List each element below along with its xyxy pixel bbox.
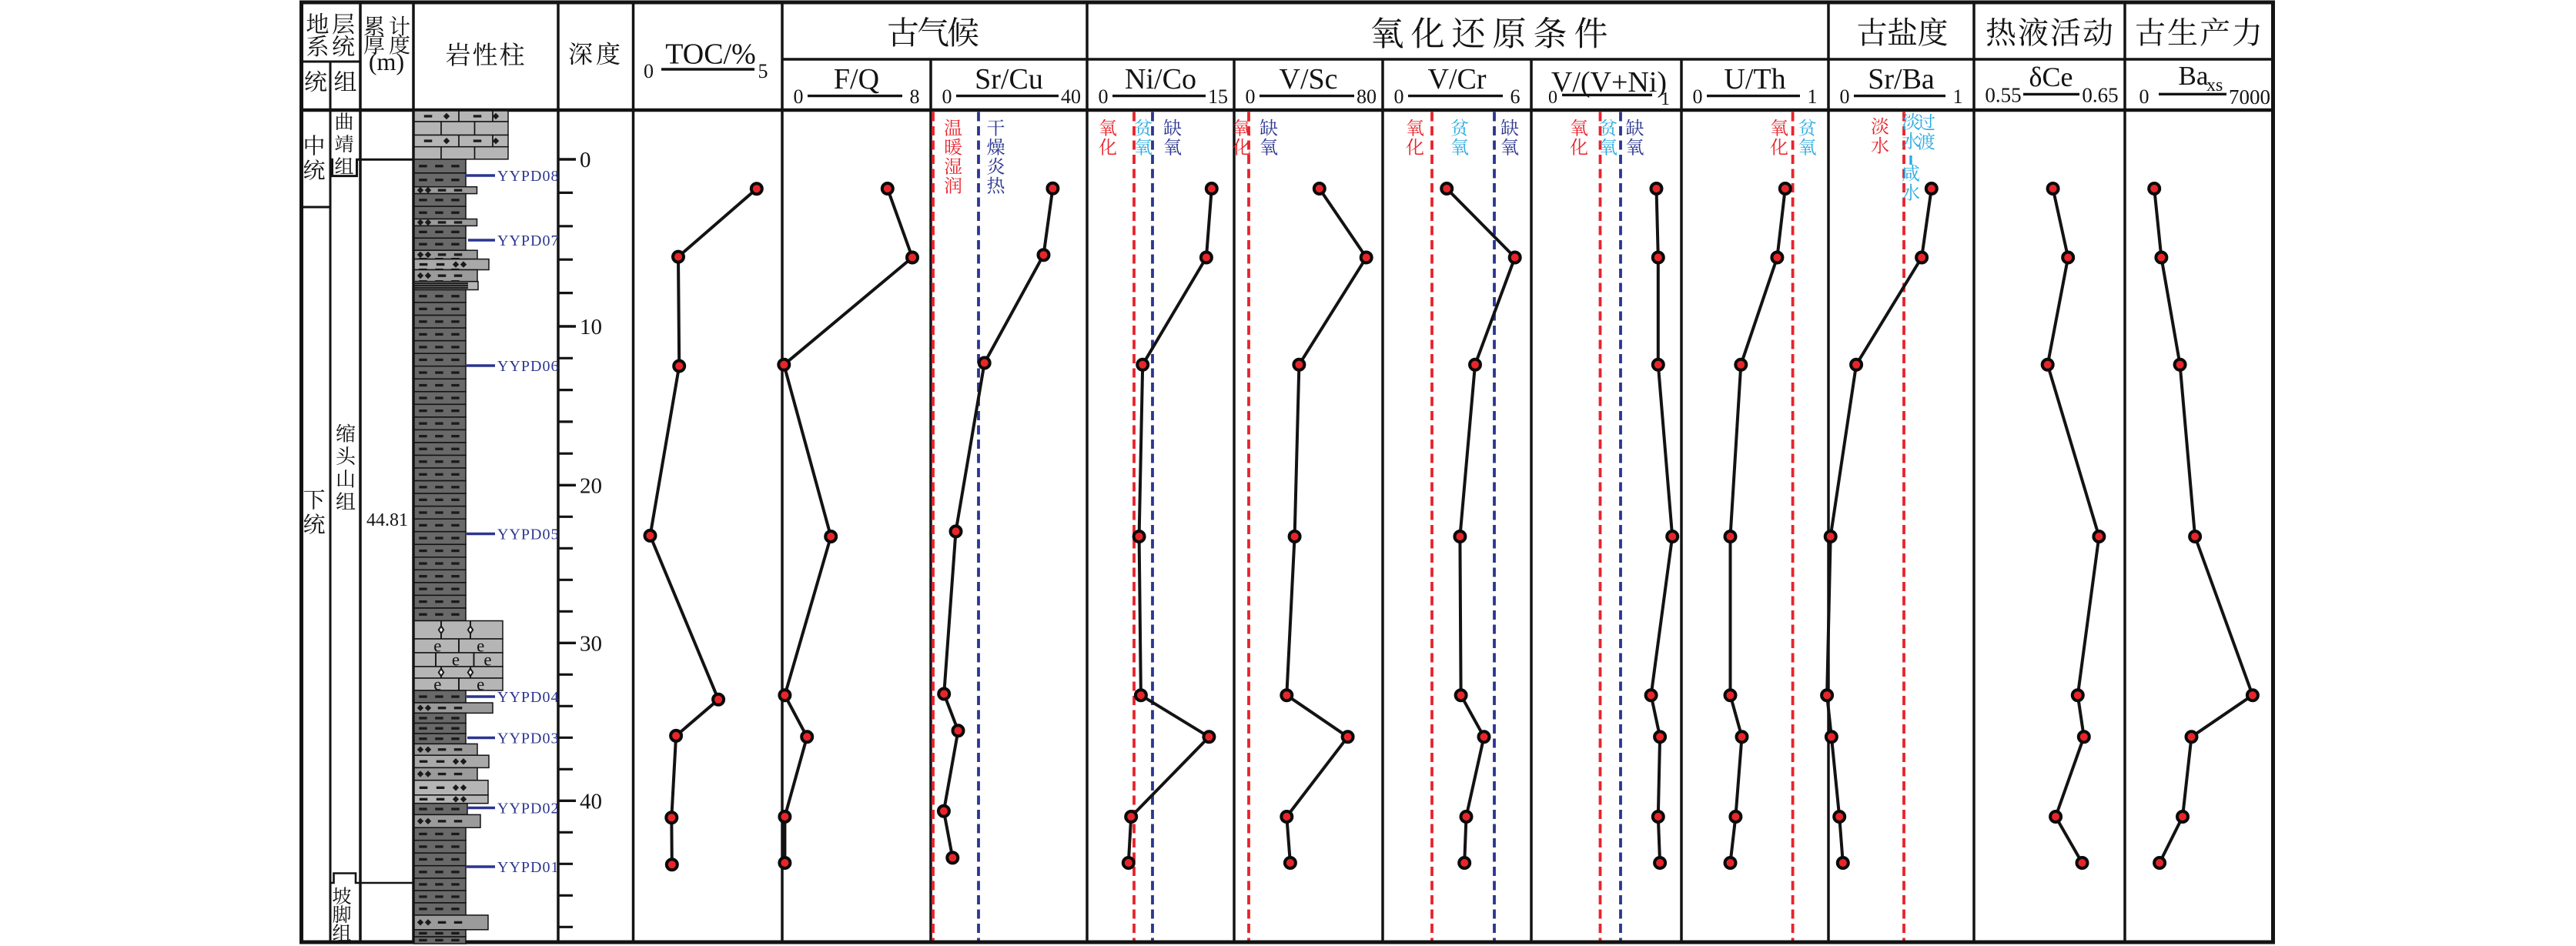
svg-text:YYPD07: YYPD07 xyxy=(497,232,559,249)
svg-text:40: 40 xyxy=(580,789,602,814)
svg-text:e: e xyxy=(483,650,491,670)
svg-text:15: 15 xyxy=(1208,85,1228,108)
svg-text:0: 0 xyxy=(1548,88,1557,108)
svg-text:U/Th: U/Th xyxy=(1724,63,1785,95)
svg-text:0: 0 xyxy=(1099,85,1109,108)
svg-text:0: 0 xyxy=(580,148,591,172)
svg-text:0: 0 xyxy=(644,60,654,82)
svg-text:10: 10 xyxy=(580,315,602,339)
svg-text:xs: xs xyxy=(2206,75,2223,95)
svg-text:YYPD04: YYPD04 xyxy=(497,689,559,706)
svg-text:7000: 7000 xyxy=(2229,85,2270,109)
svg-text:e: e xyxy=(433,675,441,694)
svg-text:6: 6 xyxy=(1510,85,1521,108)
svg-text:0: 0 xyxy=(1693,85,1703,108)
svg-text:80: 80 xyxy=(1357,85,1377,108)
svg-text:1: 1 xyxy=(1953,85,1963,108)
svg-text:YYPD08: YYPD08 xyxy=(497,168,559,185)
svg-text:Sr/Cu: Sr/Cu xyxy=(975,63,1043,95)
svg-text:e: e xyxy=(433,637,441,656)
svg-text:V/(V+Ni): V/(V+Ni) xyxy=(1551,66,1667,99)
svg-text:0.55: 0.55 xyxy=(1985,84,2021,107)
svg-text:0: 0 xyxy=(1840,85,1850,108)
svg-text:Ba: Ba xyxy=(2179,61,2209,91)
svg-text:Sr/Ba: Sr/Ba xyxy=(1868,63,1935,95)
svg-text:0.65: 0.65 xyxy=(2082,84,2118,107)
svg-text:e: e xyxy=(452,650,460,670)
svg-text:YYPD06: YYPD06 xyxy=(497,358,559,375)
svg-text:YYPD03: YYPD03 xyxy=(497,730,559,747)
svg-text:V/Cr: V/Cr xyxy=(1428,63,1487,95)
svg-text:44.81: 44.81 xyxy=(366,510,408,530)
svg-text:V/Sc: V/Sc xyxy=(1280,63,1338,95)
svg-text:TOC/%: TOC/% xyxy=(665,38,756,71)
svg-text:F/Q: F/Q xyxy=(834,63,879,95)
svg-text:0: 0 xyxy=(2139,85,2149,108)
svg-text:30: 30 xyxy=(580,631,602,656)
svg-text:δCe: δCe xyxy=(2029,62,2073,92)
svg-text:1: 1 xyxy=(1808,85,1818,108)
svg-text:e: e xyxy=(477,637,484,656)
svg-text:e: e xyxy=(477,675,484,694)
svg-text:(m): (m) xyxy=(369,48,404,75)
svg-text:YYPD05: YYPD05 xyxy=(497,526,559,543)
svg-text:0: 0 xyxy=(942,85,952,108)
svg-text:0: 0 xyxy=(1246,85,1256,108)
svg-text:5: 5 xyxy=(758,60,768,82)
svg-text:8: 8 xyxy=(910,85,920,108)
svg-text:40: 40 xyxy=(1061,85,1081,108)
svg-text:YYPD02: YYPD02 xyxy=(497,801,559,817)
svg-text:0: 0 xyxy=(794,85,804,108)
svg-text:YYPD01: YYPD01 xyxy=(497,859,559,876)
svg-text:20: 20 xyxy=(580,473,602,498)
svg-text:0: 0 xyxy=(1394,85,1404,108)
svg-text:1: 1 xyxy=(1661,89,1670,109)
svg-text:Ni/Co: Ni/Co xyxy=(1125,63,1196,95)
